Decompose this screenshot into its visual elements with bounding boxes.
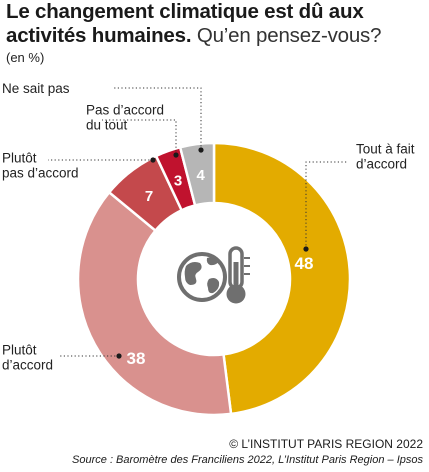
leader-line-5 (112, 87, 202, 150)
leader-dot-2 (116, 353, 122, 359)
leader-dot-1 (303, 246, 309, 252)
chart-title-bold: Le changement climatique est dû aux acti… (6, 0, 364, 47)
slice-value-3: 7 (145, 188, 153, 205)
leader-dot-5 (198, 147, 204, 153)
donut-slice-5 (178, 141, 216, 207)
slice-value-1: 48 (295, 254, 314, 273)
category-label-5: Ne sait pas (2, 81, 70, 96)
globe-thermometer-icon (177, 246, 250, 304)
slice-value-2: 38 (127, 349, 146, 368)
donut-slice-2 (76, 190, 233, 417)
category-label-2: Plutôt d’accord (2, 343, 53, 373)
donut-slice-1 (212, 141, 352, 416)
credit-line: © L’INSTITUT PARIS REGION 2022 (229, 437, 423, 451)
chart-title-question: Qu’en pensez-vous? (196, 24, 382, 47)
category-label-4: Pas d’accord du tout (86, 103, 164, 133)
category-label-3: Plutôt pas d’accord (2, 151, 79, 181)
leader-dot-4 (173, 152, 179, 158)
category-label-1: Tout à fait d’accord (356, 142, 415, 172)
leader-line-4 (102, 119, 177, 155)
chart-title: Le changement climatique est dû aux acti… (6, 0, 426, 48)
leader-line-1 (305, 161, 348, 249)
leader-dot-3 (150, 157, 156, 163)
source-line: Source : Baromètre des Franciliens 2022,… (72, 454, 423, 466)
slice-value-4: 3 (174, 172, 182, 189)
slice-value-5: 4 (197, 167, 206, 184)
unit-note: (en %) (6, 50, 45, 65)
